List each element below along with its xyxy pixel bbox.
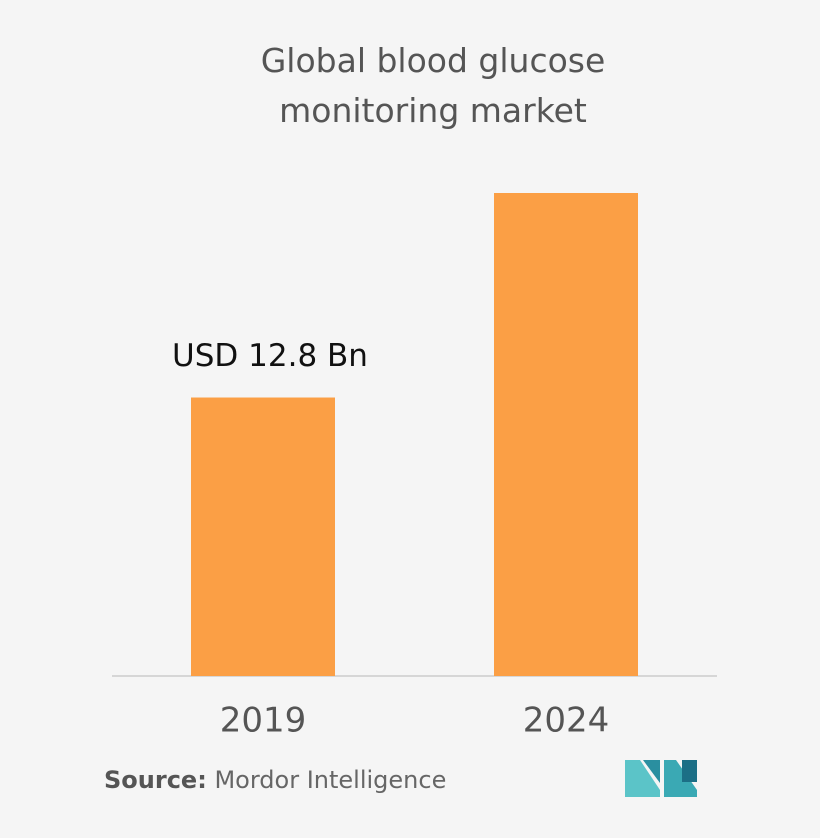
value-label: USD 12.8 Bn: [172, 338, 368, 374]
chart-title: Global blood glucose monitoring market: [260, 41, 606, 130]
bar: [494, 193, 638, 676]
source: Source: Mordor Intelligence: [104, 766, 446, 794]
x-tick-label: 2019: [220, 701, 307, 741]
source-text: Mordor Intelligence: [214, 766, 447, 794]
source-label: Source:: [104, 766, 207, 794]
logo: [625, 760, 697, 797]
bar: [191, 397, 335, 676]
x-tick-label: 2024: [523, 701, 610, 741]
